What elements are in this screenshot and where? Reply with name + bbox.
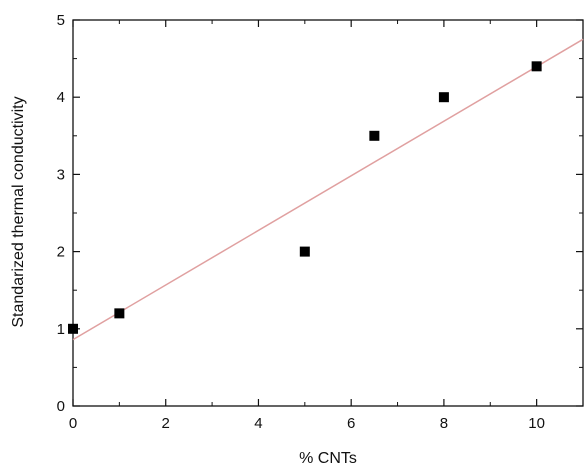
x-axis-title: % CNTs (299, 450, 357, 467)
y-tick-label: 1 (57, 321, 65, 338)
x-tick-label: 2 (162, 415, 170, 432)
y-axis-ticks: 0 1 2 3 4 5 (57, 12, 583, 415)
x-tick-label: 10 (528, 415, 545, 432)
data-point (531, 61, 542, 72)
data-point (114, 308, 125, 319)
data-point (299, 246, 310, 257)
x-tick-label: 0 (69, 415, 77, 432)
y-axis-title: Standarized thermal conductivity (10, 96, 27, 327)
fit-line-layer (72, 38, 584, 341)
y-tick-label: 0 (57, 398, 65, 415)
linear-fit-line (72, 38, 584, 341)
plot-border (72, 19, 584, 407)
data-points-layer (68, 61, 542, 334)
data-point (68, 323, 78, 334)
data-point (369, 130, 380, 141)
y-tick-label: 4 (57, 89, 65, 106)
data-point (438, 92, 449, 103)
x-tick-label: 6 (347, 415, 355, 432)
y-tick-label: 5 (57, 12, 65, 29)
x-axis-ticks: 0 2 4 6 8 10 (69, 20, 545, 432)
y-tick-label: 3 (57, 166, 65, 183)
y-tick-label: 2 (57, 244, 65, 261)
plot-frame (72, 19, 584, 407)
x-tick-label: 4 (254, 415, 262, 432)
x-tick-label: 8 (440, 415, 448, 432)
